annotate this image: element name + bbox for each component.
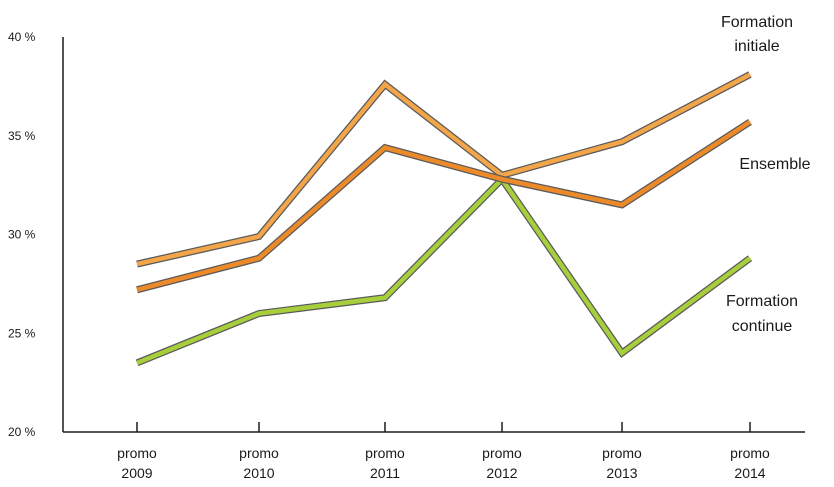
y-tick-label: 25 %	[8, 326, 36, 340]
series-line	[136, 72, 752, 267]
x-tick-label: 2009	[121, 465, 152, 481]
y-tick-label: 30 %	[8, 228, 36, 242]
series-line	[136, 120, 752, 292]
x-tick-label: promo	[602, 445, 642, 461]
x-axis-ticks: promo 2009 promo 2010 promo 2011 promo 2012 prom…	[117, 422, 770, 481]
y-tick-label: 40 %	[8, 30, 36, 44]
series-label: Formation	[721, 14, 793, 31]
x-tick-label: promo	[482, 445, 522, 461]
chart-axes	[62, 37, 805, 433]
series-line-outline	[135, 173, 753, 367]
x-tick-label: promo	[365, 445, 405, 461]
x-tick-label: promo	[239, 445, 279, 461]
y-tick-label: 35 %	[8, 129, 36, 143]
x-tick-label: promo	[730, 445, 770, 461]
y-axis-ticks: 20 % 25 % 30 % 35 % 40 %	[8, 30, 36, 439]
series-line	[136, 175, 752, 365]
x-tick-label: 2014	[734, 465, 765, 481]
x-tick-label: 2012	[486, 465, 517, 481]
series-label: continue	[732, 318, 793, 335]
y-tick-label: 20 %	[8, 425, 36, 439]
x-tick-label: 2010	[243, 465, 274, 481]
x-tick-label: 2013	[606, 465, 637, 481]
series-label: Ensemble	[739, 156, 810, 173]
series-labels: Formation initiale Ensemble Formation contin…	[721, 14, 811, 335]
series-lines	[135, 71, 753, 367]
x-tick-label: 2011	[370, 465, 400, 481]
series-label: Formation	[726, 293, 798, 310]
x-tick-label: promo	[117, 445, 157, 461]
series-label: initiale	[734, 38, 779, 55]
